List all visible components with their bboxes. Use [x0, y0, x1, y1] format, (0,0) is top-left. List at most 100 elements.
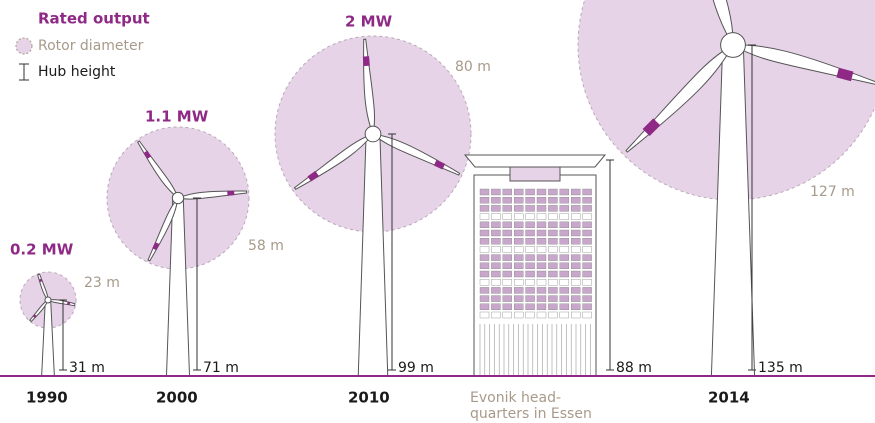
- rotor-diameter: 127 m: [810, 184, 855, 200]
- window: [502, 221, 512, 229]
- window: [559, 254, 569, 261]
- window: [502, 188, 512, 196]
- window: [571, 188, 581, 196]
- window: [525, 254, 535, 261]
- window: [582, 237, 592, 245]
- window: [491, 221, 501, 229]
- legend-title: Rated output: [38, 10, 150, 28]
- hub-bar-ends: [193, 197, 201, 371]
- building-height: 88 m: [616, 360, 652, 376]
- window: [559, 287, 569, 294]
- blade: [625, 43, 735, 153]
- window: [571, 196, 581, 204]
- window: [502, 237, 512, 245]
- building-label: quarters in Essen: [470, 406, 592, 422]
- window: [491, 311, 501, 319]
- building-top: [509, 166, 561, 182]
- window: [536, 311, 547, 319]
- window: [571, 287, 581, 294]
- legend-hub-icon: [19, 63, 29, 81]
- window: [479, 229, 490, 237]
- window: [559, 205, 569, 212]
- hub-height: 135 m: [758, 360, 803, 376]
- window: [502, 262, 512, 269]
- window: [571, 205, 581, 212]
- window: [502, 279, 512, 286]
- window: [514, 188, 524, 196]
- window: [559, 279, 569, 286]
- window: [548, 246, 558, 253]
- blade-tip: [836, 67, 854, 82]
- window: [525, 196, 535, 204]
- window: [571, 229, 581, 237]
- hub-height: 31 m: [69, 360, 105, 376]
- window: [548, 311, 558, 319]
- window: [502, 246, 512, 253]
- window: [548, 213, 558, 220]
- window: [525, 246, 535, 253]
- window: [536, 221, 547, 229]
- window: [571, 279, 581, 286]
- window: [479, 188, 490, 196]
- window: [491, 270, 501, 278]
- window: [536, 205, 547, 212]
- window: [548, 254, 558, 261]
- window: [548, 287, 558, 294]
- hub-height: 99 m: [398, 360, 434, 376]
- window: [479, 196, 490, 204]
- blade: [293, 133, 375, 190]
- legend-hub: Hub height: [38, 64, 116, 80]
- window: [548, 196, 558, 204]
- rated-output: 1.1 MW: [145, 108, 209, 126]
- hub-bar-ends: [748, 44, 756, 371]
- window: [479, 295, 490, 302]
- window: [502, 196, 512, 204]
- window: [571, 237, 581, 245]
- blade: [29, 298, 49, 323]
- window: [525, 295, 535, 302]
- window: [571, 262, 581, 269]
- window: [491, 188, 501, 196]
- window: [525, 205, 535, 212]
- window: [525, 311, 535, 319]
- window: [525, 270, 535, 278]
- blade-tip: [67, 302, 71, 305]
- rated-output: 0.2 MW: [10, 241, 74, 259]
- hub-height: 71 m: [203, 360, 239, 376]
- window: [571, 213, 581, 220]
- window: [571, 295, 581, 302]
- window: [548, 188, 558, 196]
- blade-tip: [362, 56, 370, 67]
- blade: [147, 196, 179, 262]
- window: [514, 287, 524, 294]
- window: [514, 279, 524, 286]
- rotor-diameter: 80 m: [455, 59, 491, 75]
- window: [559, 270, 569, 278]
- window: [582, 311, 592, 319]
- window: [514, 196, 524, 204]
- window: [536, 246, 547, 253]
- window: [525, 213, 535, 220]
- window: [582, 279, 592, 286]
- window: [536, 196, 547, 204]
- blade: [692, 0, 734, 47]
- blade-tip: [433, 159, 446, 170]
- window: [514, 237, 524, 245]
- window: [536, 254, 547, 261]
- window: [559, 229, 569, 237]
- blade: [46, 299, 76, 307]
- window: [536, 262, 547, 269]
- blade: [362, 38, 375, 136]
- window: [525, 188, 535, 196]
- window: [571, 254, 581, 261]
- window: [514, 311, 524, 319]
- window: [548, 262, 558, 269]
- window: [514, 254, 524, 261]
- window: [502, 287, 512, 294]
- window: [491, 229, 501, 237]
- window: [559, 303, 569, 310]
- window: [491, 295, 501, 302]
- window: [525, 279, 535, 286]
